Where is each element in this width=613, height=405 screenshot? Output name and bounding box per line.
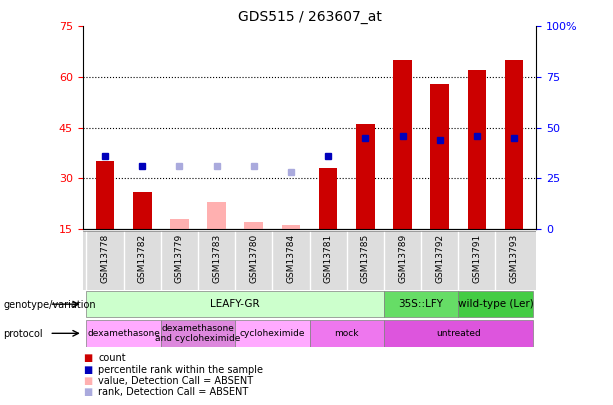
Title: GDS515 / 263607_at: GDS515 / 263607_at	[238, 10, 381, 24]
Bar	[245, 222, 263, 229]
Bar	[384, 291, 459, 318]
Bar	[86, 291, 384, 318]
Bar	[170, 219, 189, 229]
Text: ■: ■	[83, 376, 92, 386]
Bar	[504, 60, 524, 229]
Bar	[356, 124, 375, 229]
Bar	[96, 161, 115, 229]
Bar	[393, 60, 412, 229]
Text: GSM13792: GSM13792	[435, 234, 444, 283]
Text: GSM13779: GSM13779	[175, 234, 184, 283]
Text: GSM13785: GSM13785	[361, 234, 370, 283]
Text: LEAFY-GR: LEAFY-GR	[210, 299, 260, 309]
Text: 35S::LFY: 35S::LFY	[398, 299, 444, 309]
Text: GSM13778: GSM13778	[101, 234, 110, 283]
Bar	[161, 320, 235, 347]
Text: mock: mock	[335, 329, 359, 338]
Text: GSM13789: GSM13789	[398, 234, 407, 283]
Text: cycloheximide: cycloheximide	[240, 329, 305, 338]
Text: wild-type (Ler): wild-type (Ler)	[457, 299, 533, 309]
Text: dexamethasone: dexamethasone	[87, 329, 160, 338]
Bar	[86, 320, 161, 347]
Text: percentile rank within the sample: percentile rank within the sample	[98, 365, 263, 375]
Bar	[430, 84, 449, 229]
Bar	[310, 320, 384, 347]
Bar	[384, 320, 533, 347]
Text: GSM13780: GSM13780	[249, 234, 258, 283]
Text: ■: ■	[83, 388, 92, 397]
Text: rank, Detection Call = ABSENT: rank, Detection Call = ABSENT	[98, 388, 248, 397]
Bar	[468, 70, 486, 229]
Text: dexamethasone
and cycloheximide: dexamethasone and cycloheximide	[155, 324, 241, 343]
Bar	[459, 291, 533, 318]
Text: GSM13783: GSM13783	[212, 234, 221, 283]
Bar	[282, 226, 300, 229]
Text: GSM13791: GSM13791	[473, 234, 481, 283]
Text: untreated: untreated	[436, 329, 481, 338]
Text: GSM13793: GSM13793	[509, 234, 519, 283]
Text: GSM13781: GSM13781	[324, 234, 333, 283]
Text: value, Detection Call = ABSENT: value, Detection Call = ABSENT	[98, 376, 253, 386]
Bar	[235, 320, 310, 347]
Text: genotype/variation: genotype/variation	[3, 300, 96, 310]
Text: GSM13784: GSM13784	[286, 234, 295, 283]
Text: GSM13782: GSM13782	[138, 234, 147, 283]
Bar	[133, 192, 151, 229]
Bar	[319, 168, 337, 229]
Text: ■: ■	[83, 354, 92, 363]
Bar	[207, 202, 226, 229]
Text: ■: ■	[83, 365, 92, 375]
Text: protocol: protocol	[3, 329, 43, 339]
Text: count: count	[98, 354, 126, 363]
